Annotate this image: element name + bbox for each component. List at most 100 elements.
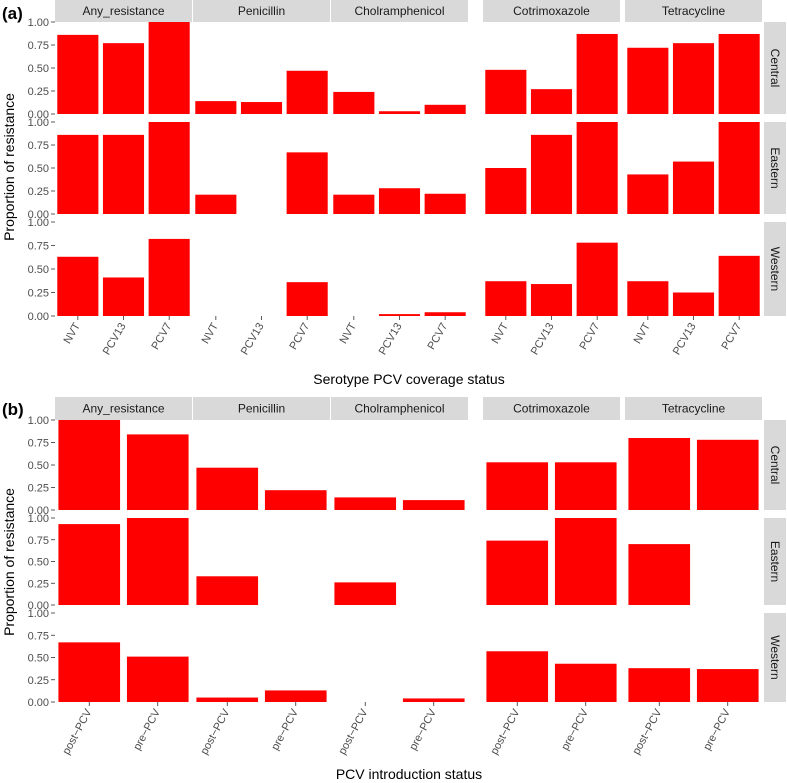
bar bbox=[196, 697, 259, 702]
y-tick-label: 0.25 bbox=[28, 483, 49, 495]
facet-strip bbox=[331, 0, 468, 22]
facet-strip bbox=[193, 0, 330, 22]
bar bbox=[378, 111, 421, 114]
bar bbox=[58, 642, 121, 702]
y-tick-label: 0.75 bbox=[28, 438, 49, 450]
y-tick-label: 1.00 bbox=[28, 513, 49, 525]
bar bbox=[485, 69, 527, 114]
facet-row-label: Central bbox=[768, 49, 782, 88]
bar bbox=[627, 174, 669, 214]
y-tick-label: 0.50 bbox=[28, 653, 49, 665]
facet-col-label: Cotrimoxazole bbox=[513, 4, 590, 18]
y-tick-label: 0.75 bbox=[28, 535, 49, 547]
bar bbox=[240, 102, 283, 114]
y-tick-label: 0.75 bbox=[28, 241, 49, 253]
y-tick-label: 0.00 bbox=[28, 109, 49, 121]
facet-col-label: Penicillin bbox=[238, 4, 285, 18]
x-tick-label: PCV13 bbox=[101, 321, 129, 357]
facet-col-label: Any_resistance bbox=[82, 402, 164, 416]
y-tick-label: 0.75 bbox=[28, 40, 49, 52]
bar bbox=[628, 438, 691, 510]
x-tick-label: post−PCV bbox=[60, 707, 94, 757]
x-tick-label: post−PCV bbox=[488, 707, 522, 757]
facet-strip bbox=[331, 397, 468, 420]
bar bbox=[402, 698, 465, 702]
facet-strip bbox=[764, 222, 786, 316]
x-tick-label: pre−PCV bbox=[131, 707, 163, 753]
facet-strip bbox=[625, 397, 762, 420]
bar bbox=[554, 462, 617, 510]
bar bbox=[58, 420, 121, 510]
y-tick-label: 0.25 bbox=[28, 288, 49, 300]
bar bbox=[57, 256, 99, 316]
bar bbox=[627, 47, 669, 115]
facet-strip bbox=[625, 0, 762, 22]
facet-strip bbox=[764, 22, 786, 114]
bar bbox=[333, 194, 375, 214]
y-tick-label: 1.00 bbox=[28, 17, 49, 29]
bar bbox=[378, 188, 421, 214]
facet-col-label: Penicillin bbox=[238, 402, 285, 416]
bar bbox=[196, 576, 259, 605]
x-tick-label: PCV7 bbox=[720, 321, 745, 352]
x-tick-label: NVT bbox=[62, 321, 84, 346]
facet-col-label: Any_resistance bbox=[82, 4, 164, 18]
x-tick-label: PCV7 bbox=[578, 321, 603, 352]
bar bbox=[530, 284, 573, 316]
bar bbox=[102, 277, 145, 316]
x-tick-label: PCV7 bbox=[426, 321, 451, 352]
x-tick-label: pre−PCV bbox=[701, 707, 733, 753]
y-tick-label: 1.00 bbox=[28, 608, 49, 620]
facet-strip bbox=[764, 420, 786, 510]
bar bbox=[196, 467, 259, 510]
facet-strip bbox=[764, 518, 786, 605]
x-tick-label: NVT bbox=[632, 321, 654, 346]
x-axis-title: Serotype PCV coverage status bbox=[313, 371, 504, 387]
bar bbox=[102, 43, 145, 114]
bar bbox=[576, 33, 618, 114]
bar bbox=[530, 89, 573, 114]
facet-col-label: Cholramphenicol bbox=[354, 402, 444, 416]
bar bbox=[286, 282, 328, 316]
bar bbox=[696, 439, 759, 510]
bar bbox=[486, 462, 549, 510]
bar bbox=[424, 312, 466, 316]
facet-strip bbox=[55, 0, 192, 22]
bar bbox=[627, 281, 669, 316]
bar bbox=[57, 134, 99, 214]
bar bbox=[102, 134, 145, 214]
y-tick-label: 0.50 bbox=[28, 557, 49, 569]
facet-strip bbox=[55, 397, 192, 420]
y-tick-label: 0.25 bbox=[28, 86, 49, 98]
bar bbox=[485, 281, 527, 316]
x-tick-label: NVT bbox=[490, 321, 512, 346]
x-tick-label: post−PCV bbox=[336, 707, 370, 757]
panel-label: (b) bbox=[2, 400, 24, 419]
x-tick-label: pre−PCV bbox=[407, 707, 439, 753]
bar bbox=[126, 656, 189, 702]
bar bbox=[424, 193, 466, 214]
bar bbox=[672, 43, 715, 114]
bar bbox=[286, 70, 328, 114]
x-tick-label: PCV13 bbox=[529, 321, 557, 357]
y-tick-label: 0.75 bbox=[28, 630, 49, 642]
x-tick-label: pre−PCV bbox=[559, 707, 591, 753]
bar bbox=[718, 122, 760, 214]
x-tick-label: pre−PCV bbox=[269, 707, 301, 753]
bar bbox=[195, 194, 237, 214]
x-axis-title: PCV introduction status bbox=[336, 766, 482, 782]
bar bbox=[264, 690, 327, 702]
facet-col-label: Tetracycline bbox=[662, 4, 726, 18]
facet-row-label: Central bbox=[768, 446, 782, 485]
bar bbox=[148, 238, 190, 316]
y-tick-label: 0.00 bbox=[28, 505, 49, 517]
bar bbox=[58, 524, 121, 605]
y-axis-title: Proportion of resistance bbox=[1, 488, 17, 636]
x-tick-label: PCV13 bbox=[239, 321, 267, 357]
y-tick-label: 0.25 bbox=[28, 186, 49, 198]
panel-label: (a) bbox=[2, 4, 23, 23]
bar bbox=[672, 161, 715, 214]
x-tick-label: post−PCV bbox=[198, 707, 232, 757]
facet-strip bbox=[764, 122, 786, 214]
